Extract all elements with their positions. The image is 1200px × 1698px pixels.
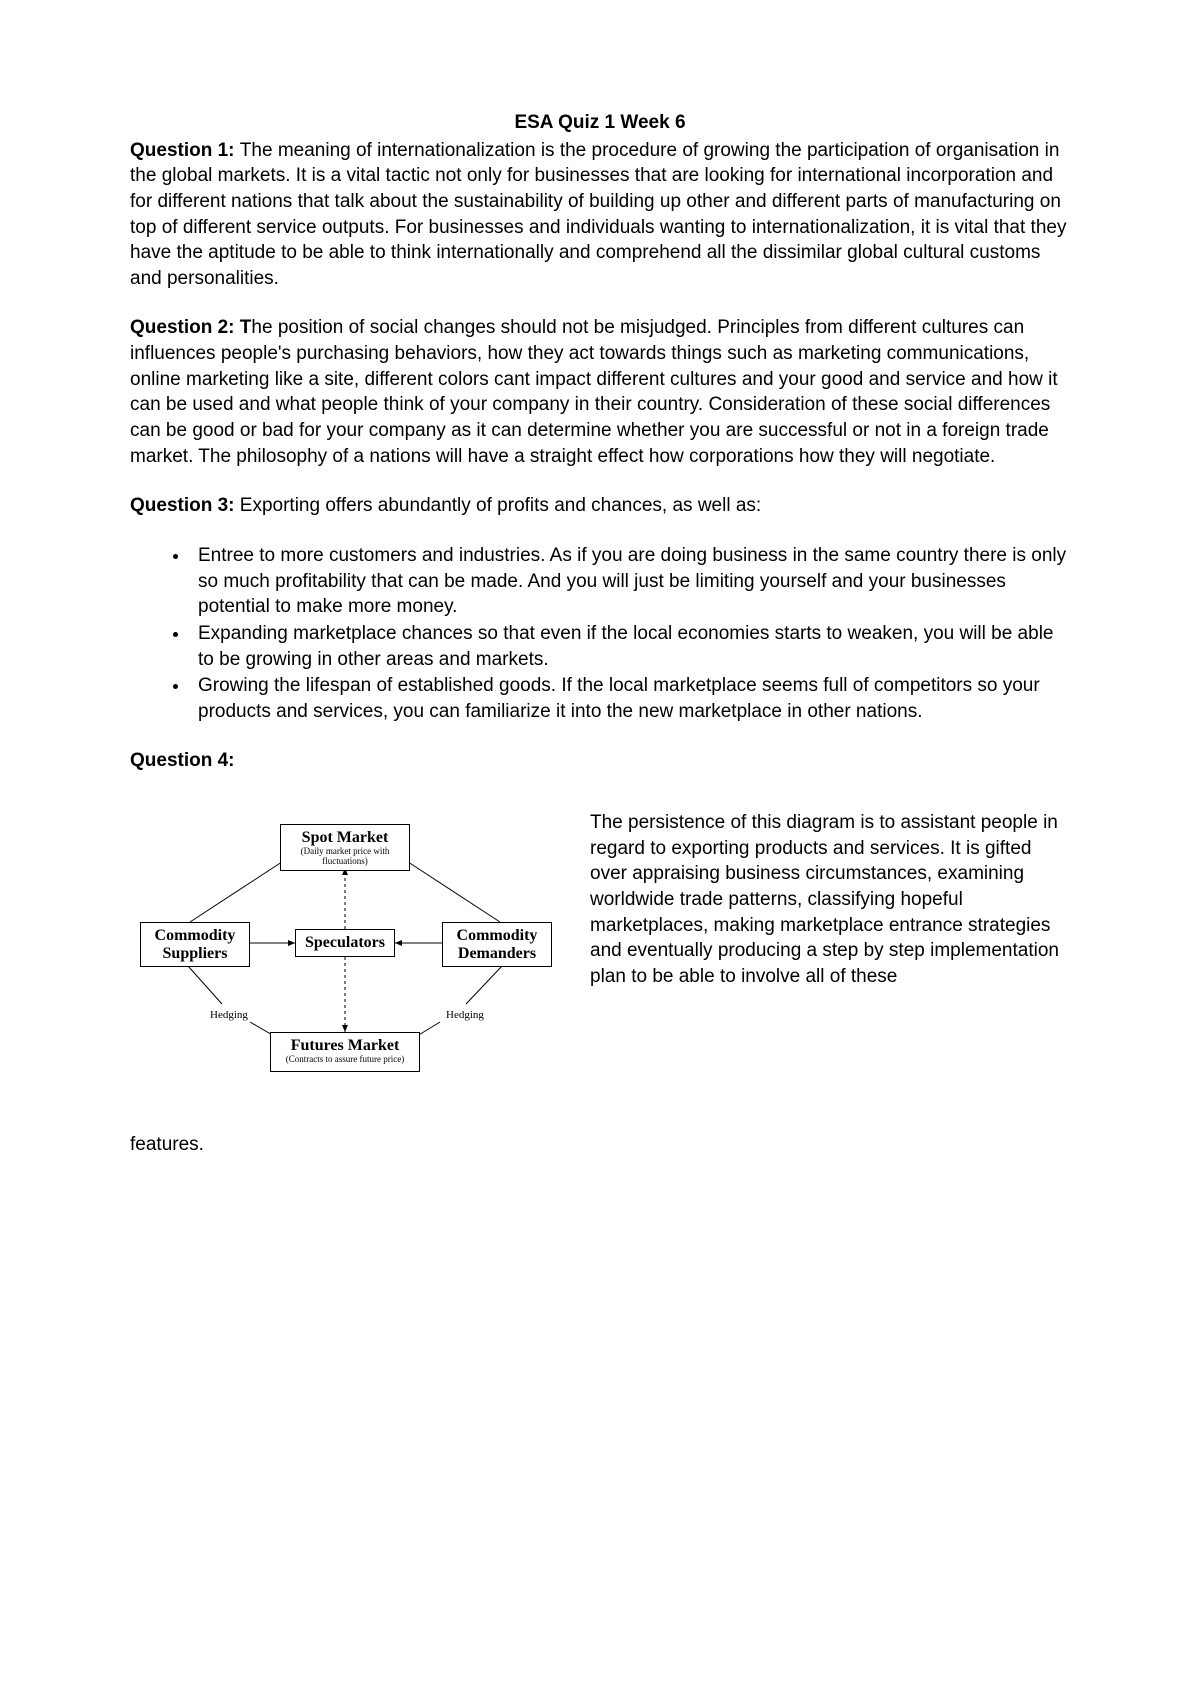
edge-label-hedging-left: Hedging [210, 1008, 248, 1023]
q4-label: Question 4: [130, 748, 1070, 774]
question-2: Question 2: The position of social chang… [130, 315, 1070, 469]
node-futures-market: Futures Market (Contracts to assure futu… [270, 1032, 420, 1072]
node-sub: (Daily market price with fluctuations) [287, 847, 403, 867]
node-title-l1: Commodity [147, 927, 243, 945]
question-1: Question 1: The meaning of international… [130, 138, 1070, 292]
q3-intro-text: Exporting offers abundantly of profits a… [240, 495, 761, 516]
q2-text: he position of social changes should not… [130, 317, 1058, 466]
q1-label: Question 1: [130, 140, 240, 161]
node-title: Spot Market [287, 829, 403, 847]
commodity-diagram: Spot Market (Daily market price with flu… [130, 804, 560, 1124]
node-sub: (Contracts to assure future price) [277, 1055, 413, 1065]
question-3-intro: Question 3: Exporting offers abundantly … [130, 493, 1070, 519]
q2-label: Question 2: T [130, 317, 251, 338]
q3-label: Question 3: [130, 495, 240, 516]
page-title: ESA Quiz 1 Week 6 [130, 110, 1070, 136]
q4-region: Spot Market (Daily market price with flu… [130, 804, 1070, 1124]
node-title: Speculators [302, 934, 388, 952]
list-item: Entree to more customers and industries.… [190, 543, 1070, 620]
q4-side-text: The persistence of this diagram is to as… [590, 804, 1070, 989]
node-commodity-demanders: Commodity Demanders [442, 922, 552, 967]
list-item: Expanding marketplace chances so that ev… [190, 621, 1070, 672]
node-title-l1: Commodity [449, 927, 545, 945]
node-title-l2: Suppliers [147, 945, 243, 963]
node-spot-market: Spot Market (Daily market price with flu… [280, 824, 410, 871]
node-title-l2: Demanders [449, 945, 545, 963]
node-speculators: Speculators [295, 929, 395, 957]
edge-label-hedging-right: Hedging [446, 1008, 484, 1023]
node-commodity-suppliers: Commodity Suppliers [140, 922, 250, 967]
node-title: Futures Market [277, 1037, 413, 1055]
q1-text: The meaning of internationalization is t… [130, 140, 1066, 289]
q3-bullets: Entree to more customers and industries.… [190, 543, 1070, 724]
q4-trailing: features. [130, 1132, 1070, 1158]
list-item: Growing the lifespan of established good… [190, 673, 1070, 724]
